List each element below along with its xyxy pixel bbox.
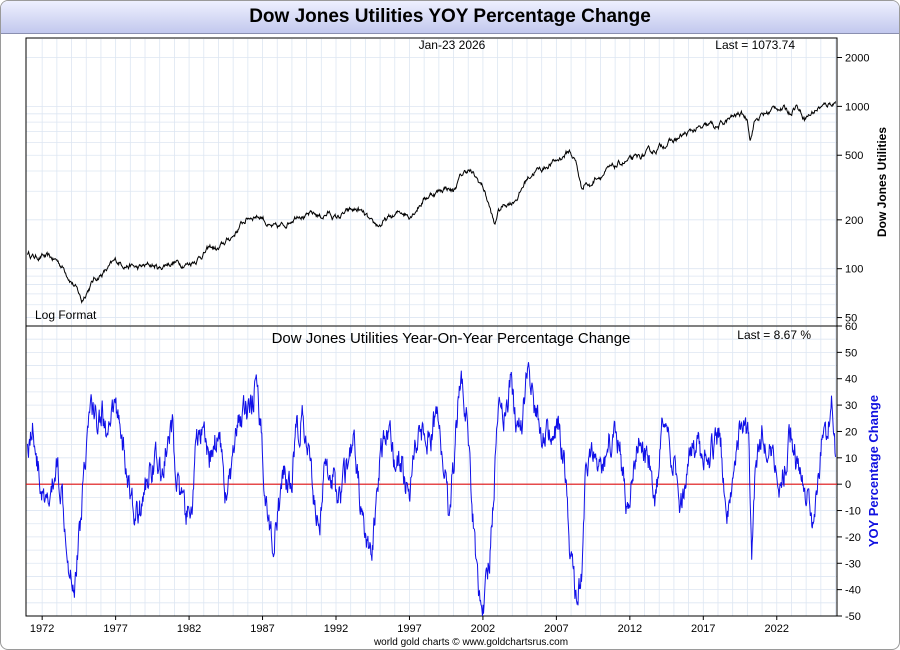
x-tick-label: 1977 (103, 623, 127, 635)
y-tick-label-top: 500 (845, 150, 863, 162)
y-tick-label-top: 2000 (845, 52, 869, 64)
y-tick-label-yoy: 40 (845, 374, 857, 386)
y-tick-label-yoy: 30 (845, 400, 857, 412)
y-tick-label-yoy: 50 (845, 347, 857, 359)
x-tick-label: 1997 (397, 623, 421, 635)
x-tick-label: 2017 (691, 623, 715, 635)
yoy-y-axis-label: YOY Percentage Change (866, 395, 881, 547)
y-tick-label-top: 50 (845, 313, 857, 325)
y-tick-label-yoy: -40 (845, 585, 861, 597)
x-tick-label: 1987 (250, 623, 274, 635)
top-panel-border (25, 37, 838, 327)
x-tick-label: 1992 (324, 623, 348, 635)
footer-credit: world gold charts © www.goldchartsrus.co… (373, 637, 568, 648)
date-label: Jan-23 2026 (419, 38, 486, 52)
x-tick-label: 2022 (765, 623, 789, 635)
yoy-percentage-line (27, 362, 836, 616)
x-tick-label: 1972 (30, 623, 54, 635)
y-tick-label-yoy: 20 (845, 426, 857, 438)
y-tick-label-yoy: 10 (845, 453, 857, 465)
y-tick-label-yoy: -50 (845, 611, 861, 623)
log-format-label: Log Format (35, 308, 97, 322)
yoy-last-value: Last = 8.67 % (737, 328, 811, 342)
top-last-value: Last = 1073.74 (715, 38, 795, 52)
x-tick-label: 2012 (618, 623, 642, 635)
y-tick-label-top: 1000 (845, 101, 869, 113)
y-tick-label-yoy: -10 (845, 506, 861, 518)
x-tick-label: 1982 (177, 623, 201, 635)
top-y-axis-label: Dow Jones Utilities (875, 127, 889, 237)
chart-title: Dow Jones Utilities YOY Percentage Chang… (249, 6, 651, 27)
y-tick-label-top: 100 (845, 264, 863, 276)
y-tick-label-yoy: -20 (845, 532, 861, 544)
y-tick-label-yoy: -30 (845, 558, 861, 570)
yoy-panel-title: Dow Jones Utilities Year-On-Year Percent… (272, 330, 631, 347)
x-tick-label: 2002 (471, 623, 495, 635)
y-tick-label-yoy: 0 (845, 479, 851, 491)
utilities-price-line (27, 101, 836, 304)
title-bar: Dow Jones Utilities YOY Percentage Chang… (1, 1, 899, 34)
bottom-panel-border (25, 325, 838, 617)
y-tick-label-yoy: 60 (845, 321, 857, 333)
x-tick-label: 2007 (544, 623, 568, 635)
y-tick-label-top: 200 (845, 215, 863, 227)
